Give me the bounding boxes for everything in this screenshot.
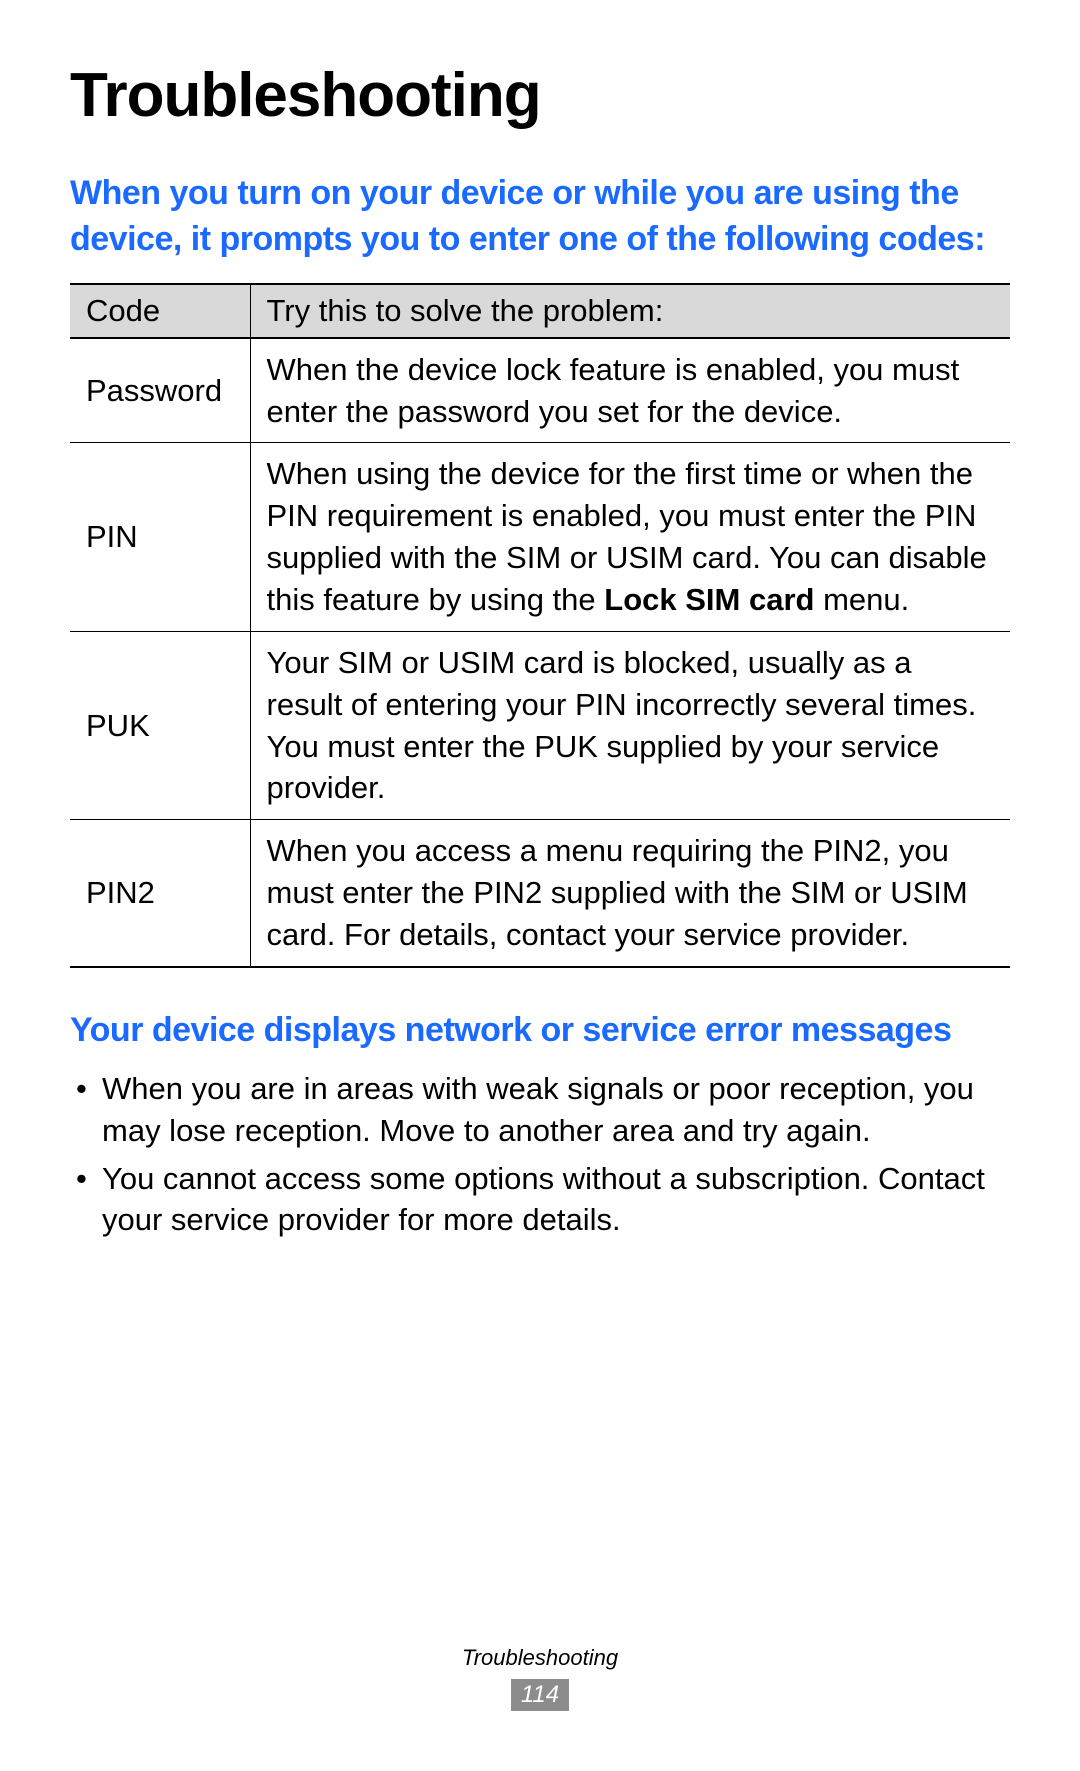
- table-row: PIN2 When you access a menu requiring th…: [70, 820, 1010, 967]
- page-number: 114: [511, 1679, 569, 1711]
- list-item: When you are in areas with weak signals …: [70, 1068, 1010, 1152]
- page-title: Troubleshooting: [70, 60, 1010, 131]
- solution-cell: When the device lock feature is enabled,…: [250, 338, 1010, 443]
- footer-section-label: Troubleshooting: [0, 1645, 1080, 1671]
- table-row: PUK Your SIM or USIM card is blocked, us…: [70, 631, 1010, 819]
- section-heading-codes: When you turn on your device or while yo…: [70, 171, 1010, 263]
- bullet-list: When you are in areas with weak signals …: [70, 1068, 1010, 1241]
- solution-cell: When using the device for the first time…: [250, 443, 1010, 631]
- bold-text: Lock SIM card: [604, 582, 814, 617]
- section-heading-network: Your device displays network or service …: [70, 1008, 1010, 1052]
- code-cell: Password: [70, 338, 250, 443]
- code-cell: PUK: [70, 631, 250, 819]
- list-item: You cannot access some options without a…: [70, 1158, 1010, 1242]
- solution-cell: Your SIM or USIM card is blocked, usuall…: [250, 631, 1010, 819]
- table-row: Password When the device lock feature is…: [70, 338, 1010, 443]
- table-header-solution: Try this to solve the problem:: [250, 284, 1010, 338]
- solution-cell: When you access a menu requiring the PIN…: [250, 820, 1010, 967]
- table-header-code: Code: [70, 284, 250, 338]
- table-row: PIN When using the device for the first …: [70, 443, 1010, 631]
- code-cell: PIN2: [70, 820, 250, 967]
- code-cell: PIN: [70, 443, 250, 631]
- codes-table: Code Try this to solve the problem: Pass…: [70, 283, 1010, 968]
- page-footer: Troubleshooting 114: [0, 1645, 1080, 1711]
